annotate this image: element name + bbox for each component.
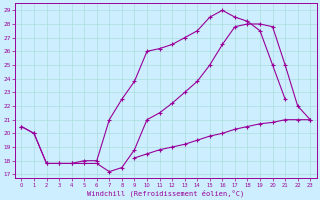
X-axis label: Windchill (Refroidissement éolien,°C): Windchill (Refroidissement éolien,°C) (87, 189, 244, 197)
